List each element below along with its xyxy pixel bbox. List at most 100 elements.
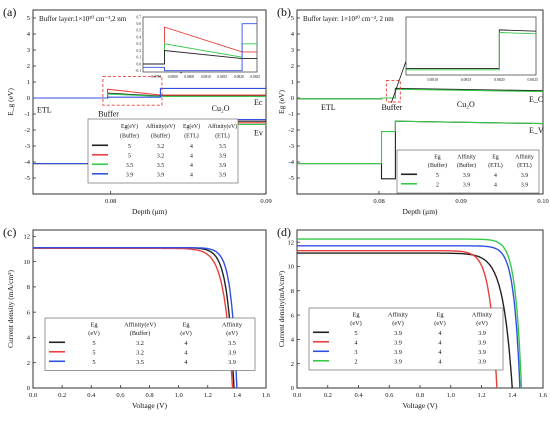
legend-cell: 4 xyxy=(438,359,442,366)
y-tick-label: 2 xyxy=(27,63,30,70)
legend-header: (eV) xyxy=(226,330,238,337)
x-tick-label: 0.09 xyxy=(260,198,271,205)
y-axis-label: Current density (mA/cm²) xyxy=(6,269,15,348)
legend-cell: 3.9 xyxy=(478,349,486,356)
legend-header: (eV) xyxy=(88,330,100,337)
y-axis-label: E_g (eV) xyxy=(6,88,15,116)
legend-table xyxy=(396,149,540,194)
inset-line-black xyxy=(143,50,257,65)
panel-c: (c) 0.0 0.2 0.4 0.6 0.8 1.0 1.2 1.4 1.6 0 2 4 6 8 10 12 V… xyxy=(3,225,271,410)
inset-y-label: 0.7 xyxy=(137,15,142,19)
legend-cell: 3.9 xyxy=(228,350,236,357)
legend-cell: 5 xyxy=(128,144,131,150)
legend-cell: 3.5 xyxy=(228,340,236,347)
legend-cell: 3 xyxy=(354,349,357,356)
legend-cell: 4 xyxy=(494,173,497,179)
y-tick-label: -5 xyxy=(25,175,30,182)
panel-label: (a) xyxy=(3,5,16,19)
x-tick-label: 0.0 xyxy=(293,392,301,399)
y-tick-label: 6 xyxy=(291,312,295,319)
legend-cell: 3.9 xyxy=(157,173,164,179)
y-tick-label: 1 xyxy=(27,79,30,86)
inset-x-label: 0.0815 xyxy=(461,78,472,82)
legend-cell: 3.9 xyxy=(478,330,486,337)
legend-cell: 5 xyxy=(92,359,95,366)
x-tick-label: 1.2 xyxy=(477,392,485,399)
legend-cell: 5 xyxy=(92,340,95,347)
y-tick-label: 1 xyxy=(291,79,294,86)
annotation: Buffer layer:1×10²⁰ cm⁻³,2 nm xyxy=(39,15,127,23)
legend-cell: 3.9 xyxy=(521,173,528,179)
y-tick-label: -1 xyxy=(289,111,294,118)
zoom-arrow xyxy=(390,56,409,103)
inset-line-blue xyxy=(143,23,257,72)
inset-y-label: 0.6 xyxy=(137,22,142,26)
jv-curve-black xyxy=(297,252,513,389)
legend-cell: 3.9 xyxy=(219,154,226,160)
legend-header: Affinity xyxy=(472,311,493,318)
legend-header: Eg xyxy=(91,321,99,328)
x-tick-label: 1.0 xyxy=(447,392,455,399)
legend-cell: 4 xyxy=(184,340,188,347)
inset-x-label: 0.0810 xyxy=(201,75,211,79)
legend-header: Affinity xyxy=(515,153,534,160)
y-tick-label: 10 xyxy=(24,259,31,266)
x-axis-label: Voltage (V) xyxy=(402,401,438,410)
x-tick-label: 0.10 xyxy=(537,198,548,205)
plot-frame xyxy=(296,9,544,195)
annotation: Buffer layer: 1×10²⁰ cm⁻³, 2 nm xyxy=(303,15,394,23)
legend-cell: 5 xyxy=(436,173,439,179)
region-label: ETL xyxy=(37,105,52,114)
legend-cell: 3.9 xyxy=(478,359,486,366)
y-tick-label: 6 xyxy=(27,309,31,316)
y-tick-label: 2 xyxy=(291,361,294,368)
inset-x-label: 0.0820 xyxy=(494,78,505,82)
inset-x-label: 0.0800 xyxy=(168,75,178,79)
y-tick-label: 12 xyxy=(288,239,295,246)
legend-header: (ETL) xyxy=(215,133,230,140)
region-label: Ev xyxy=(254,129,263,138)
legend-cell: 3.2 xyxy=(157,154,164,160)
legend-cell: 3.9 xyxy=(394,349,402,356)
x-tick-label: 0.6 xyxy=(385,392,394,399)
legend-header: (ETL) xyxy=(184,133,199,140)
jv-curve-red xyxy=(297,250,498,389)
legend-cell: 5 xyxy=(354,330,357,337)
legend-cell: 3.9 xyxy=(394,330,402,337)
inset-y-label: 0.0 xyxy=(137,62,142,66)
y-tick-label: -1 xyxy=(25,111,30,118)
legend-cell: 3.2 xyxy=(136,350,144,357)
ec-line-blue xyxy=(33,87,266,99)
legend-header: Eg xyxy=(437,311,445,318)
legend-header: (eV) xyxy=(434,320,446,327)
y-tick-label: -3 xyxy=(289,143,294,150)
jv-curve-blue xyxy=(33,247,238,389)
x-tick-label: 0.4 xyxy=(354,392,363,399)
legend-header: (Buffer) xyxy=(120,133,139,140)
legend-cell: 4 xyxy=(190,173,193,179)
jv-curve-blue xyxy=(297,245,521,389)
inset-y-label: 0.3 xyxy=(137,42,142,46)
x-tick-label: 1.2 xyxy=(204,392,212,399)
legend-cell: 3.9 xyxy=(219,173,226,179)
y-tick-label: 4 xyxy=(291,337,295,344)
x-axis-label: Depth (μm) xyxy=(132,207,168,216)
y-tick-label: 4 xyxy=(291,31,295,38)
region-label: Buffer xyxy=(381,103,402,112)
legend-cell: 4 xyxy=(184,350,188,357)
y-tick-label: -3 xyxy=(25,143,30,150)
inset-frame xyxy=(405,16,537,76)
legend-cell: 3.5 xyxy=(157,163,164,169)
legend-header: Eg xyxy=(353,311,361,318)
legend-header: Affinity xyxy=(222,321,243,328)
y-tick-label: 0 xyxy=(27,95,30,102)
inset-x-label: 0.0815 xyxy=(217,75,227,79)
inset-x-label: 0.0805 xyxy=(184,75,194,79)
x-tick-label: 0.08 xyxy=(105,198,116,205)
inset-x-label: 0.0820 xyxy=(234,75,244,79)
legend-cell: 3.9 xyxy=(394,340,402,347)
y-tick-label: -4 xyxy=(25,159,31,166)
legend-cell: 4 xyxy=(438,340,442,347)
inset-y-label: 0.5 xyxy=(137,29,142,33)
legend-cell: 3.9 xyxy=(219,163,226,169)
